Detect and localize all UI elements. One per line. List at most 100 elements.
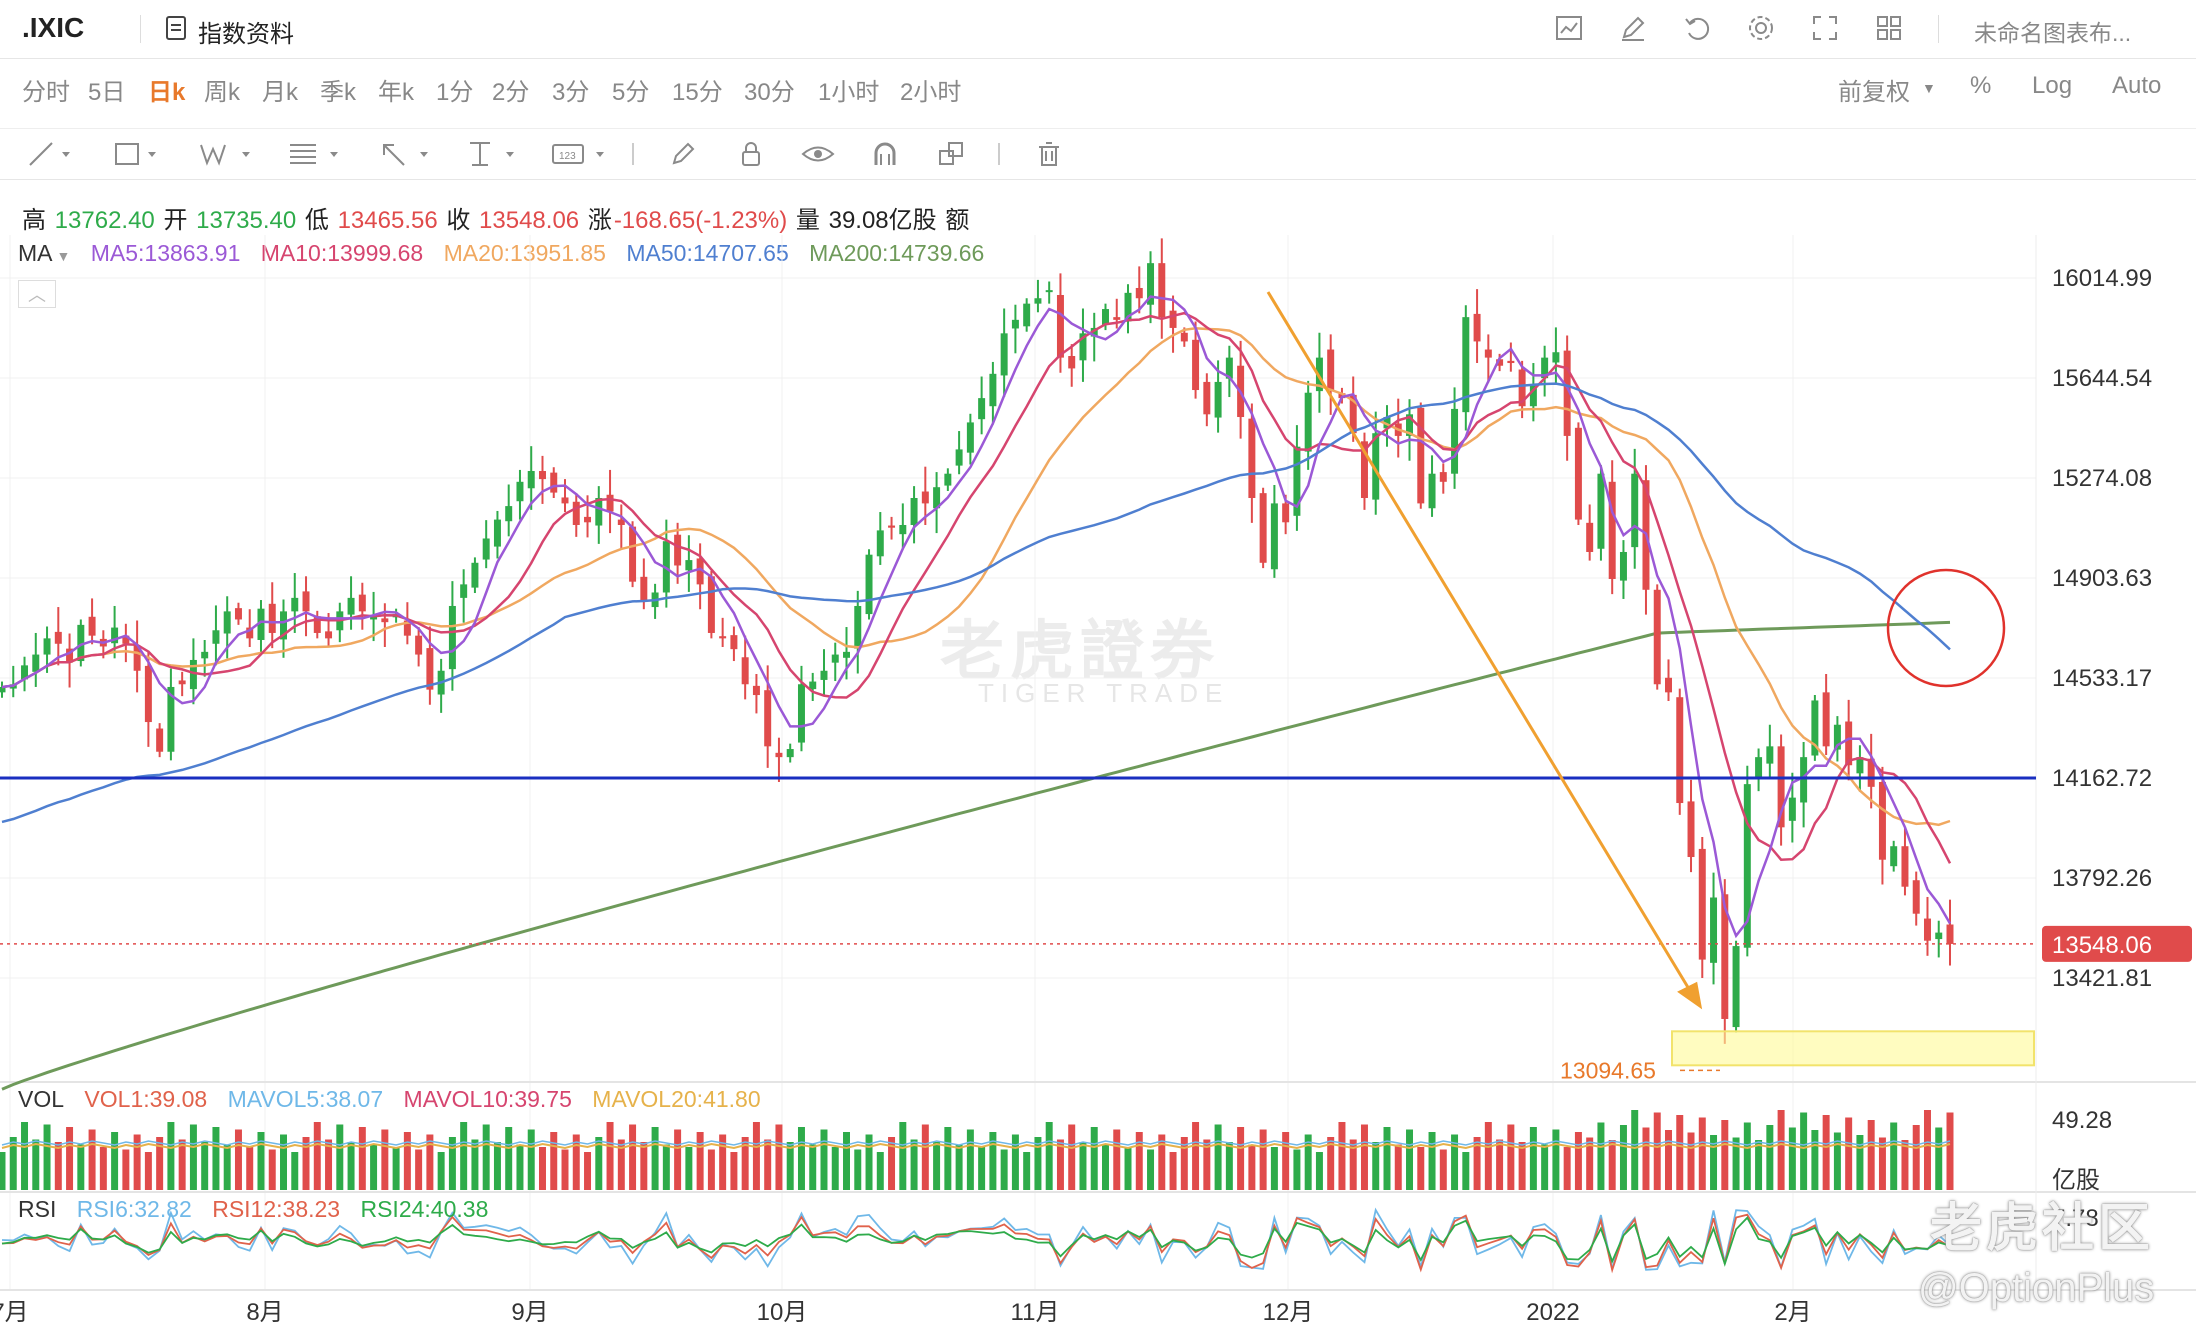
divider <box>632 143 634 165</box>
line-tool-icon[interactable] <box>26 139 72 169</box>
period-tab[interactable]: 15分 <box>672 79 723 106</box>
label-tool-icon[interactable]: 123 <box>550 139 610 169</box>
candle-body <box>1158 263 1166 318</box>
period-tab[interactable]: 2分 <box>492 79 530 106</box>
candle-body <box>1518 369 1526 407</box>
volume-bar <box>1496 1139 1504 1190</box>
rsi24-line <box>1 1216 1951 1267</box>
arrow-tool-icon[interactable] <box>378 139 434 169</box>
period-tab[interactable]: 5分 <box>612 79 650 106</box>
volume-bar <box>1394 1144 1402 1190</box>
symbol-title[interactable]: .IXIC <box>22 12 85 43</box>
measure-tool-icon[interactable] <box>464 139 520 169</box>
volume-bar <box>1946 1112 1954 1190</box>
candle-body <box>325 631 333 639</box>
period-tab[interactable]: 月k <box>262 79 298 106</box>
fib-tool-icon[interactable] <box>286 139 342 169</box>
undo-icon[interactable] <box>1682 13 1712 43</box>
ma-legend-label[interactable]: MA <box>18 240 53 266</box>
candle-body <box>966 422 974 453</box>
y-tick-label: 13792.26 <box>2052 865 2152 892</box>
magnet-icon[interactable] <box>870 139 900 169</box>
log-toggle[interactable]: Log <box>2032 72 2073 99</box>
eye-icon[interactable] <box>800 139 836 169</box>
volume-bar <box>460 1122 468 1190</box>
candle-body <box>876 530 884 557</box>
volume-bar <box>820 1129 828 1190</box>
candle-body <box>1462 317 1470 413</box>
candle-body <box>1056 295 1064 358</box>
vol-axis-unit: 亿股 <box>2052 1167 2100 1194</box>
candle-body <box>144 665 152 723</box>
layout-icon[interactable] <box>1874 13 1904 43</box>
candle-body <box>1383 417 1391 429</box>
chevron-down-icon[interactable]: ▼ <box>56 248 71 264</box>
volume-bar <box>178 1139 186 1190</box>
gear-icon[interactable] <box>1746 13 1776 43</box>
volume-bar <box>1406 1129 1414 1190</box>
volume-bar <box>685 1147 693 1190</box>
candle-body <box>1507 360 1515 364</box>
period-tab[interactable]: 30分 <box>744 79 795 106</box>
candle-body <box>133 645 141 671</box>
candle-body <box>493 519 501 547</box>
candle-body <box>1833 724 1841 750</box>
candle-body <box>1214 381 1222 418</box>
candle-body <box>1811 700 1819 756</box>
period-tab[interactable]: 3分 <box>552 79 590 106</box>
volume-bar <box>966 1129 974 1190</box>
period-tab[interactable]: 周k <box>204 79 240 106</box>
collapse-button[interactable]: ︿ <box>18 280 56 308</box>
high-label: 高 <box>22 207 46 234</box>
watermark: 老虎證券 <box>940 615 1220 687</box>
percent-toggle[interactable]: % <box>1970 72 1992 99</box>
period-tab[interactable]: 2小时 <box>900 79 962 106</box>
volume-bar <box>888 1137 896 1190</box>
candle-body <box>1428 473 1436 509</box>
period-tab[interactable]: 1小时 <box>818 79 880 106</box>
period-tab-active[interactable]: 日k <box>148 79 186 106</box>
clone-icon[interactable] <box>936 139 966 169</box>
open-label: 开 <box>163 207 188 234</box>
lock-icon[interactable] <box>736 139 766 169</box>
trash-icon[interactable] <box>1034 139 1064 169</box>
volume-bar <box>1023 1152 1031 1190</box>
volume-bar <box>730 1152 738 1190</box>
index-info-link[interactable]: 指数资料 <box>198 21 294 48</box>
adjust-dropdown[interactable]: 前复权 <box>1838 79 1910 106</box>
period-tab[interactable]: 季k <box>320 79 356 106</box>
chart-icon[interactable] <box>1554 13 1584 43</box>
period-tab[interactable]: 分时 <box>22 79 70 106</box>
candle-body <box>167 686 175 752</box>
period-tab[interactable]: 5日 <box>88 79 126 106</box>
candle-body <box>1293 446 1301 516</box>
candle-body <box>471 562 479 588</box>
document-icon[interactable] <box>166 16 186 40</box>
auto-toggle[interactable]: Auto <box>2112 72 2162 99</box>
vol-legend-label[interactable]: VOL <box>18 1086 65 1112</box>
volume-bar <box>291 1152 299 1190</box>
rect-tool-icon[interactable] <box>112 139 158 169</box>
brush-icon[interactable] <box>668 139 698 169</box>
chart-layout-name[interactable]: 未命名图表布... <box>1974 20 2132 46</box>
volume-bar <box>1428 1132 1436 1190</box>
volume-bar <box>1518 1142 1526 1190</box>
wave-tool-icon[interactable] <box>198 139 254 169</box>
rsi-legend-label[interactable]: RSI <box>18 1196 57 1222</box>
candle-body <box>1822 692 1830 747</box>
period-tab[interactable]: 1分 <box>436 79 474 106</box>
volume-bar <box>9 1137 17 1190</box>
ohlc-info: 高 13762.40 开 13735.40 低 13465.56 收 13548… <box>22 200 971 235</box>
volume-bar <box>1788 1127 1796 1190</box>
x-tick-label: 8月 <box>246 1299 283 1326</box>
fullscreen-icon[interactable] <box>1810 13 1840 43</box>
candle-body <box>54 631 62 644</box>
volume-bar <box>403 1132 411 1190</box>
chevron-down-icon[interactable]: ▼ <box>1922 80 1936 96</box>
candle-body <box>595 497 603 526</box>
highlight-circle <box>1886 568 2006 688</box>
period-tab[interactable]: 年k <box>378 79 414 106</box>
pen-icon[interactable] <box>1618 13 1648 43</box>
candle-body <box>223 611 231 634</box>
arrow-head <box>1677 981 1703 1010</box>
